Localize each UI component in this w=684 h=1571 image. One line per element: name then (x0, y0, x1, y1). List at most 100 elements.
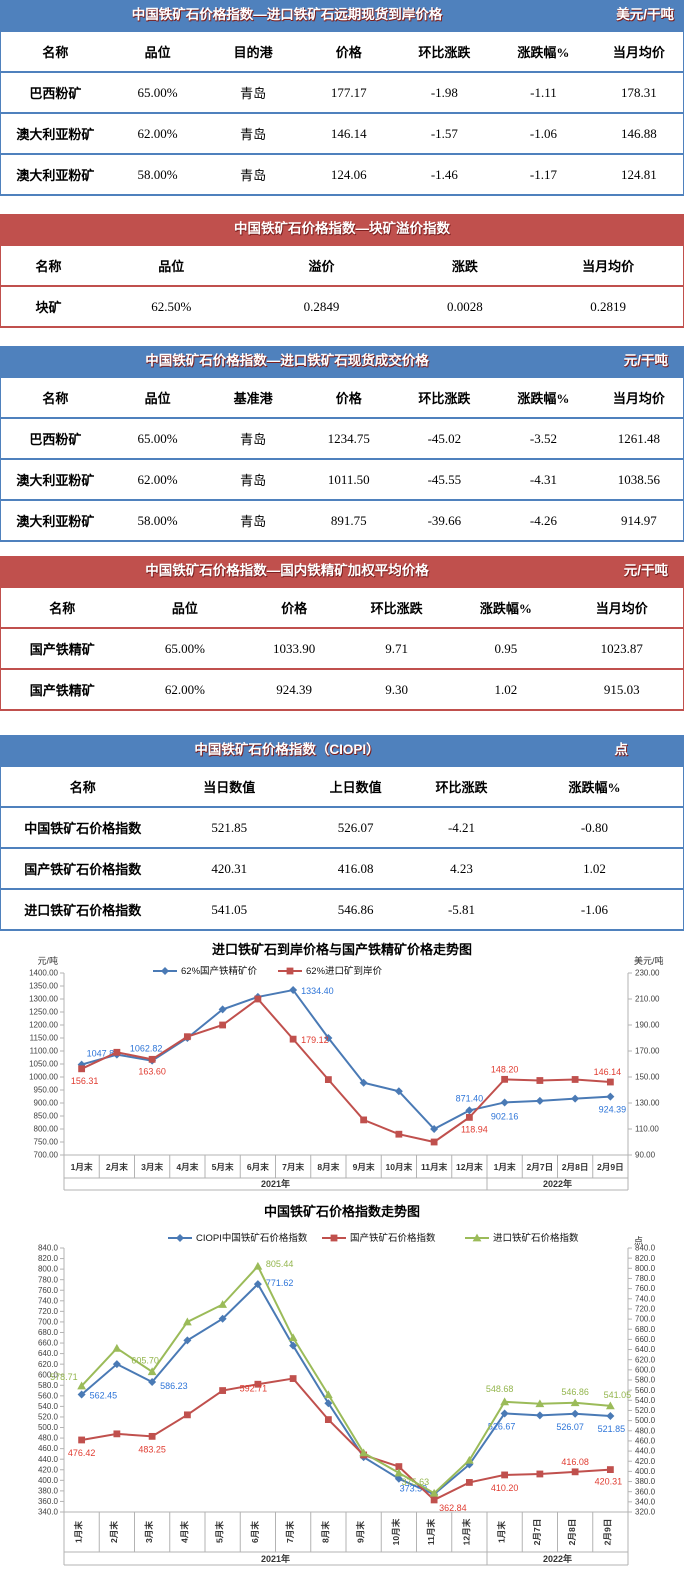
series-line-2 (80, 1264, 611, 1495)
column-header: 当月均价 (594, 30, 684, 73)
table-header-row: 名称 品位 目的港 价格 环比涨跌 涨跌幅% 当月均价 (0, 30, 684, 73)
value-cell: 420.31 (164, 847, 295, 890)
table-row: 块矿 62.50% 0.2849 0.0028 0.2819 (0, 285, 684, 328)
data-point-label: 562.45 (90, 1391, 118, 1401)
square-marker (606, 1466, 614, 1473)
triangle-marker (500, 1397, 510, 1406)
diamond-marker (606, 1411, 615, 1420)
value-cell: 65.00% (123, 627, 247, 670)
triangle-marker (464, 1455, 474, 1464)
square-marker (606, 1078, 614, 1086)
series-line-0 (80, 1282, 611, 1496)
table-header-row: 名称 品位 溢价 涨跌 当月均价 (0, 244, 684, 287)
tick-label: 620.0 (38, 1360, 59, 1369)
row-name-cell: 澳大利亚粉矿 (0, 112, 110, 155)
tick-label: 1100.00 (30, 1047, 59, 1056)
square-marker (113, 1048, 121, 1056)
x-category-label: 5月末 (214, 1521, 225, 1543)
tick-label: 780.0 (635, 1274, 656, 1283)
diamond-marker (289, 1341, 298, 1350)
square-marker (430, 1496, 438, 1504)
square-marker (254, 995, 262, 1003)
value-cell: 177.17 (300, 71, 397, 114)
column-header: 环比涨跌 (341, 586, 452, 629)
tick-label: 460.0 (38, 1444, 59, 1453)
data-point-label: 156.31 (71, 1076, 99, 1086)
tick-label: 440.0 (38, 1455, 59, 1464)
price-table-ciopi: 中国铁矿石价格指数（CIOPI）点名称 当日数值 上日数值 环比涨跌 涨跌幅% 中国铁矿石… (0, 735, 684, 931)
diamond-marker (183, 1336, 192, 1345)
triangle-marker (323, 1390, 333, 1399)
x-category-label: 4月末 (176, 1161, 198, 1172)
tick-label: 500.0 (38, 1423, 59, 1432)
data-point-label: 118.94 (461, 1124, 488, 1134)
value-cell: 178.31 (594, 71, 684, 114)
legend-label: 62%国产铁精矿价 (181, 965, 258, 977)
diamond-marker (465, 1460, 474, 1469)
value-cell: 546.86 (294, 888, 418, 931)
table-title-bar: 中国铁矿石价格指数—进口铁矿石远期现货到岸价格 美元/干吨 (0, 0, 684, 30)
column-header: 品位 (96, 244, 247, 287)
tick-label: 1400.00 (29, 969, 58, 978)
square-marker (286, 967, 294, 975)
data-point-label: 483.25 (138, 1444, 166, 1454)
value-cell: -1.17 (492, 153, 595, 196)
table-title: 中国铁矿石价格指数—进口铁矿石远期现货到岸价格 (131, 7, 443, 22)
tick-label: 440.0 (635, 1447, 656, 1456)
diamond-marker (465, 1106, 474, 1115)
square-marker (148, 1432, 156, 1440)
x-category-label: 9月末 (353, 1161, 375, 1172)
tick-label: 170.00 (635, 1047, 660, 1056)
square-marker (360, 1116, 368, 1124)
value-cell: 9.30 (341, 668, 452, 711)
tick-label: 110.00 (635, 1125, 659, 1134)
legend-label: 进口铁矿石价格指数 (493, 1232, 579, 1244)
value-cell: 青岛 (205, 499, 301, 542)
value-cell: 891.75 (300, 499, 397, 542)
triangle-marker (359, 1448, 369, 1457)
value-cell: 146.88 (594, 112, 684, 155)
tick-label: 820.0 (635, 1254, 656, 1263)
series-line-0 (81, 988, 611, 1131)
value-cell: 青岛 (205, 153, 301, 196)
tick-label: 1200.00 (29, 1021, 58, 1030)
table-unit: 元/干吨 (623, 353, 668, 368)
square-marker (324, 1076, 332, 1083)
table-row: 巴西粉矿 65.00% 青岛 1234.75 -45.02 -3.52 1261.48 (0, 417, 684, 460)
data-point-label: 586.23 (160, 1381, 188, 1391)
tick-label: 420.0 (38, 1465, 59, 1474)
table-import-forward-cfr: 名称 品位 目的港 价格 环比涨跌 涨跌幅% 当月均价 巴西粉矿 65.00% 青岛 177.17-… (0, 30, 684, 196)
tick-label: 820.0 (38, 1254, 59, 1263)
value-cell: 青岛 (205, 71, 301, 114)
table-title-bar: 中国铁矿石价格指数—国内铁精矿加权平均价格 元/干吨 (0, 556, 684, 586)
tick-label: 400.0 (635, 1467, 656, 1476)
table-import-spot: 名称 品位 基准港 价格 环比涨跌 涨跌幅% 当月均价 巴西粉矿 65.00% 青岛 1234.75… (0, 376, 684, 542)
diamond-marker (359, 1078, 368, 1087)
diamond-marker (148, 1377, 157, 1386)
diamond-marker (500, 1098, 509, 1107)
tick-label: 720.0 (38, 1307, 59, 1316)
tick-label: 680.0 (635, 1325, 656, 1334)
x-category-label: 8月末 (319, 1521, 330, 1543)
value-cell: 0.95 (451, 627, 561, 670)
tick-label: 520.0 (38, 1413, 59, 1422)
tick-label: 420.0 (635, 1457, 656, 1466)
value-cell: 1033.90 (246, 627, 342, 670)
value-cell: 青岛 (205, 458, 301, 501)
value-cell: 62.00% (123, 668, 247, 711)
table-unit: 美元/干吨 (616, 7, 674, 22)
triangle-marker (570, 1398, 580, 1407)
data-point-label: 526.07 (556, 1422, 584, 1432)
year-group-label: 2022年 (543, 1178, 572, 1189)
chart-title: 进口铁矿石到岸价格与国产铁精矿价格走势图 (212, 942, 472, 957)
table-row: 进口铁矿石价格指数 541.05 546.86 -5.81 -1.06 (0, 888, 684, 931)
value-cell: -1.06 (492, 112, 595, 155)
tick-label: 1150.00 (30, 1034, 59, 1043)
row-name-cell: 巴西粉矿 (0, 417, 110, 460)
tick-label: 560.0 (38, 1391, 59, 1400)
column-header: 当月均价 (533, 244, 684, 287)
square-marker (395, 1463, 403, 1470)
data-point-label: 1047.80 (87, 1049, 120, 1059)
data-point-label: 179.12 (301, 1035, 329, 1045)
